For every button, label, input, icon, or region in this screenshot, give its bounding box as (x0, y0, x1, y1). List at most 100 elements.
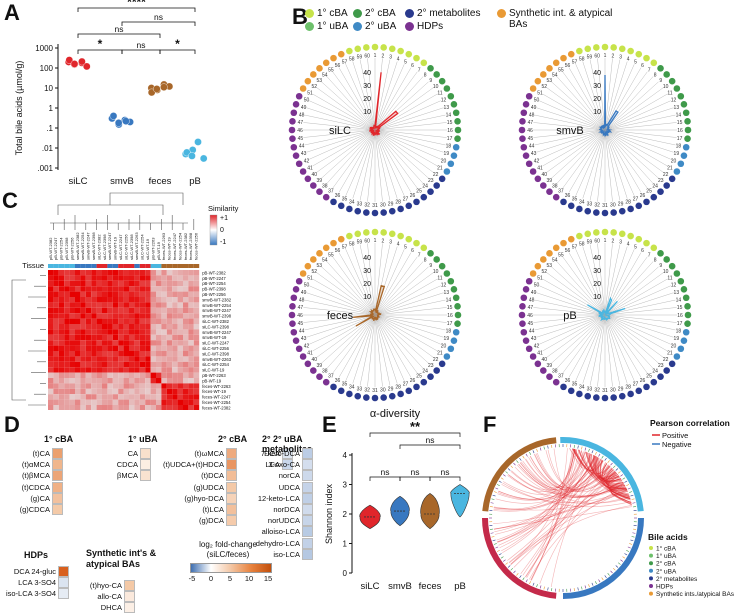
fold-change-label: 3-oxo-CA (220, 460, 300, 469)
heatmap-cell (107, 351, 112, 356)
spoke-number: 55 (558, 67, 564, 73)
heatmap-cell (107, 335, 112, 340)
category-dot (397, 391, 404, 398)
category-dot (576, 233, 583, 240)
heatmap-cell (59, 346, 64, 351)
spoke-number: 38 (322, 184, 328, 190)
heatmap-cell (161, 281, 166, 286)
heatmap-cell (59, 302, 64, 307)
heatmap-cell (145, 292, 150, 297)
spoke-number: 56 (565, 63, 571, 69)
column-label: feces-WT-2247 (172, 232, 177, 260)
spoke (576, 315, 605, 381)
fold-change-group-title: 1° uBA (128, 434, 158, 444)
heatmap-cell (53, 302, 58, 307)
heatmap-cell (70, 400, 75, 405)
violin-pB (451, 485, 470, 517)
fold-change-label: UDCA (220, 483, 300, 492)
spoke-number: 21 (437, 351, 443, 357)
category-dot (627, 391, 634, 398)
heatmap-cell (134, 362, 139, 367)
column-label: smvB-WT-2254 (80, 232, 85, 260)
y-tick-label: 1000 (35, 44, 53, 53)
heatmap-cell (145, 373, 150, 378)
spoke-number: 28 (625, 199, 631, 205)
heatmap-cell (48, 292, 53, 297)
heatmap-cell (188, 324, 193, 329)
radial-tick-label: 10 (363, 109, 371, 116)
category-dot (380, 229, 387, 236)
chord-tick (629, 491, 632, 492)
heatmap-cell (194, 281, 199, 286)
sig-bracket (400, 477, 430, 481)
heatmap-cell (183, 356, 188, 361)
spoke-number: 21 (437, 166, 443, 172)
spoke-number: 47 (298, 120, 304, 126)
category-dot (289, 127, 296, 134)
spoke-number: 12 (441, 97, 447, 103)
radial-plot-label: smvB (556, 125, 584, 137)
heatmap-cell (167, 389, 172, 394)
heatmap-cell (129, 297, 134, 302)
category-dot (553, 194, 560, 201)
heatmap-cell (140, 324, 145, 329)
spoke-number: 36 (565, 193, 571, 199)
heatmap-cell (102, 275, 107, 280)
tissue-strip-cell (183, 264, 188, 268)
heatmap-cell (113, 286, 118, 291)
heatmap-cell (59, 286, 64, 291)
heatmap-cell (91, 394, 96, 399)
bile-acid-label: 2° metabolites (656, 575, 698, 583)
heatmap-cell (156, 362, 161, 367)
heatmap-cell (64, 400, 69, 405)
category-dot (289, 320, 296, 327)
category-dot (584, 208, 591, 215)
heatmap-cell (167, 346, 172, 351)
category-dot (300, 353, 307, 360)
category-dot (650, 245, 657, 252)
spoke-number: 41 (307, 166, 313, 172)
category-dot (289, 135, 296, 142)
data-point (194, 138, 201, 145)
spoke-number: 59 (587, 55, 593, 61)
heatmap-cell (53, 329, 58, 334)
fold-change-scale-tick: 0 (205, 574, 217, 583)
heatmap-cell (64, 405, 69, 410)
panel-f-chord: Pearson correlationPositiveNegativeBile … (480, 410, 740, 600)
heatmap-cell (48, 302, 53, 307)
heatmap-cell (151, 329, 156, 334)
heatmap-cell (151, 308, 156, 313)
spoke-number: 54 (552, 257, 558, 263)
heatmap-cell (172, 292, 177, 297)
heatmap-cell (188, 346, 193, 351)
heatmap-cell (134, 324, 139, 329)
heatmap-cell (172, 405, 177, 410)
spoke-number: 24 (652, 184, 658, 190)
heatmap-cell (107, 308, 112, 313)
row-label: pB-WT-2382 (202, 270, 226, 275)
spoke-number: 41 (307, 351, 313, 357)
spoke-number: 28 (625, 384, 631, 390)
category-dot (293, 101, 300, 108)
heatmap-cell (140, 281, 145, 286)
row-label: smvB-WT-2382 (202, 297, 232, 302)
heatmap-cell (80, 405, 85, 410)
heatmap-cell (172, 308, 177, 313)
heatmap-cell (113, 400, 118, 405)
heatmap-cell (145, 356, 150, 361)
tissue-strip-cell (140, 264, 145, 268)
chord-tick (501, 478, 504, 480)
spoke-number: 22 (663, 172, 669, 178)
heatmap-cell (188, 405, 193, 410)
heatmap-cell (183, 302, 188, 307)
heatmap-cell (172, 362, 177, 367)
category-dot (354, 208, 361, 215)
heatmap-cell (167, 329, 172, 334)
column-label: smvB-WT-2247 (107, 232, 112, 260)
chord-tick (536, 449, 537, 452)
radial-tick-label: 10 (593, 109, 601, 116)
spoke-number: 13 (674, 290, 680, 296)
heatmap-cell (91, 313, 96, 318)
heatmap-cell (107, 313, 112, 318)
heatmap-cell (48, 351, 53, 356)
